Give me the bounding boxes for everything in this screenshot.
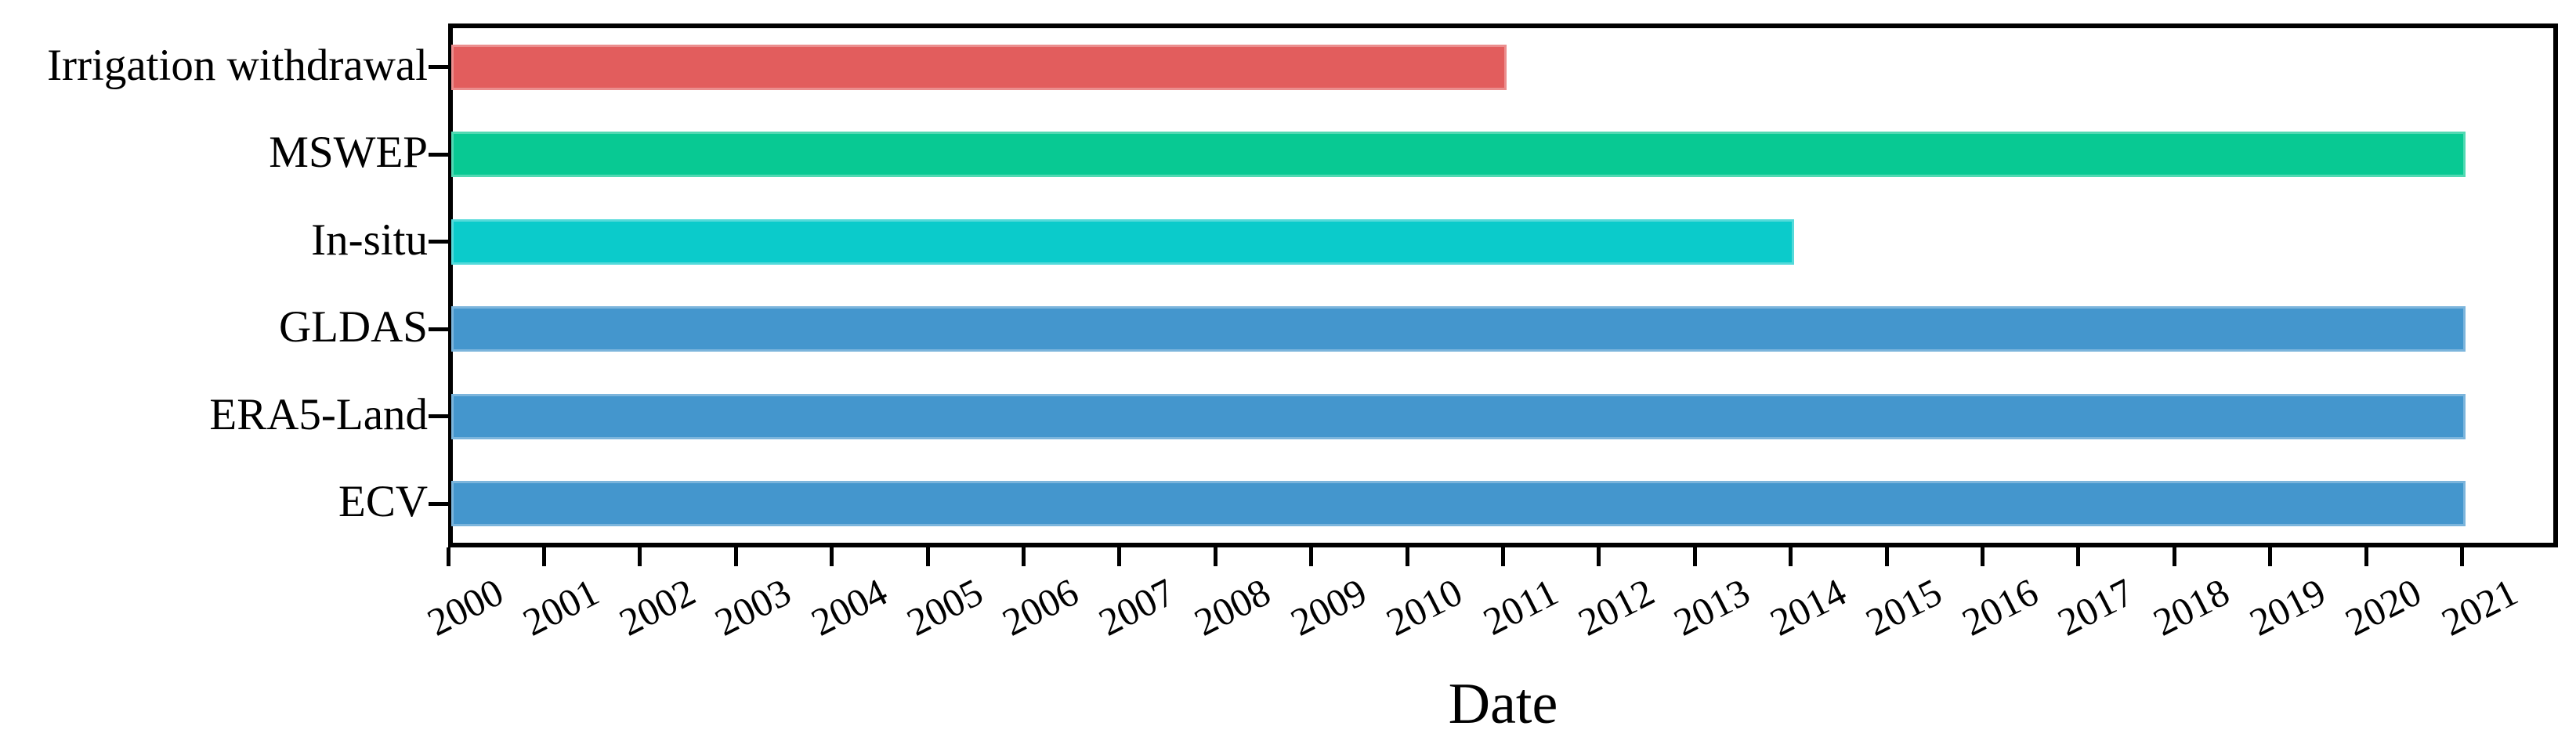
x-tick-label: 2013	[1666, 569, 1757, 645]
x-tick	[1213, 547, 1217, 566]
y-tick	[429, 414, 448, 419]
y-tick	[429, 501, 448, 506]
x-tick-label: 2010	[1379, 569, 1470, 645]
y-tick-label: In-situ	[311, 215, 428, 265]
x-tick-label: 2021	[2434, 569, 2524, 645]
x-tick-label: 2012	[1571, 569, 1661, 645]
x-axis-title: Date	[1448, 672, 1558, 736]
x-tick-label: 2006	[996, 569, 1086, 645]
timeline-bar-ecv	[451, 481, 2466, 527]
x-tick	[638, 547, 642, 566]
x-tick	[1789, 547, 1793, 566]
x-tick-label: 2009	[1283, 569, 1373, 645]
x-tick-label: 2001	[516, 569, 606, 645]
x-tick-label: 2004	[804, 569, 894, 645]
y-tick	[429, 65, 448, 70]
y-tick-label: GLDAS	[278, 302, 428, 352]
x-tick	[1981, 547, 1985, 566]
x-tick-label: 2008	[1187, 569, 1278, 645]
x-tick-label: 2015	[1858, 569, 1949, 645]
x-tick	[925, 547, 930, 566]
timeline-bar-in-situ	[451, 219, 1794, 265]
x-tick	[1692, 547, 1697, 566]
timeline-bar-era5-land	[451, 393, 2466, 439]
x-tick	[1021, 547, 1026, 566]
x-tick	[733, 547, 738, 566]
y-tick-label: ERA5-Land	[209, 389, 428, 439]
x-tick-label: 2017	[2050, 569, 2141, 645]
x-tick	[541, 547, 546, 566]
x-tick	[1884, 547, 1889, 566]
x-tick-label: 2003	[707, 569, 798, 645]
y-tick-label: ECV	[338, 477, 428, 527]
y-tick	[429, 240, 448, 244]
x-tick	[830, 547, 834, 566]
x-tick-label: 2002	[612, 569, 702, 645]
x-tick	[2364, 547, 2368, 566]
timeline-bar-gldas	[451, 306, 2466, 352]
y-tick	[429, 327, 448, 331]
x-tick	[1309, 547, 1314, 566]
x-tick-label: 2018	[2146, 569, 2237, 645]
x-tick	[1501, 547, 1505, 566]
x-tick	[2268, 547, 2273, 566]
y-tick-label: MSWEP	[269, 128, 428, 178]
x-tick	[2172, 547, 2176, 566]
x-tick-label: 2000	[420, 569, 511, 645]
x-tick-label: 2016	[1955, 569, 2045, 645]
x-tick-label: 2005	[899, 569, 990, 645]
x-tick-label: 2007	[1091, 569, 1181, 645]
x-tick-label: 2019	[2242, 569, 2332, 645]
x-tick	[1597, 547, 1601, 566]
x-tick	[1405, 547, 1409, 566]
x-tick-label: 2020	[2338, 569, 2429, 645]
x-tick	[446, 547, 450, 566]
timeline-bar-irrigation-withdrawal	[451, 44, 1507, 90]
timeline-bar-mswep	[451, 132, 2466, 178]
y-tick	[429, 152, 448, 157]
y-tick-label: Irrigation withdrawal	[47, 40, 428, 90]
x-tick-label: 2011	[1476, 569, 1565, 644]
plot-area	[448, 23, 2558, 547]
x-tick	[2076, 547, 2081, 566]
x-tick-label: 2014	[1763, 569, 1853, 645]
x-tick	[2460, 547, 2465, 566]
x-tick	[1117, 547, 1122, 566]
